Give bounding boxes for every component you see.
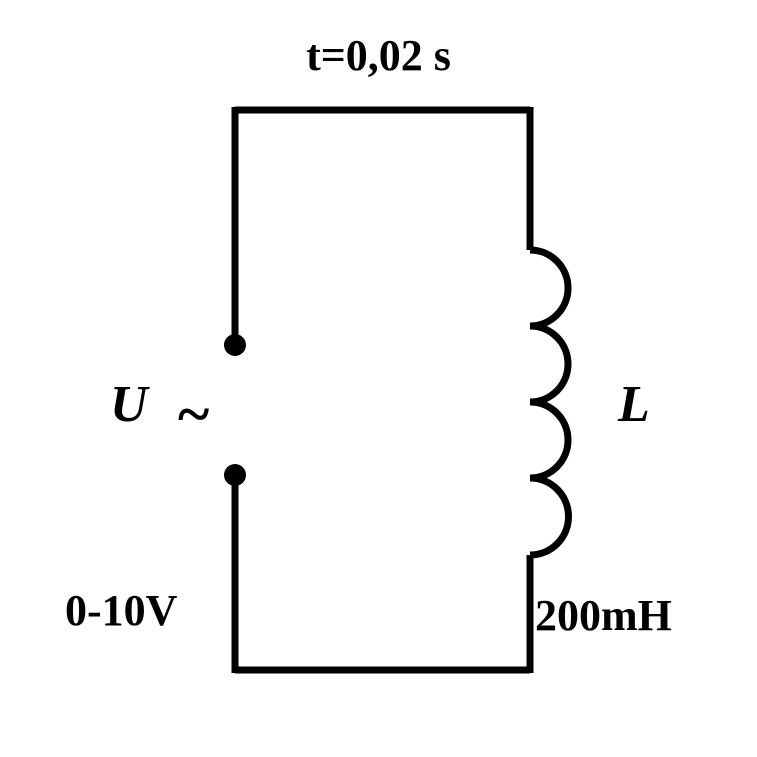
voltage-range-label: 0-10V [65,585,177,636]
inductor-symbol-label: L [618,375,650,434]
inductor-coil [530,250,569,555]
source-terminal-top [224,334,246,356]
time-label: t=0,02 s [306,30,451,81]
source-symbol-label: U [110,375,148,434]
ac-tilde-mark: ~ [178,380,209,449]
inductance-value-label: 200mH [535,590,672,641]
